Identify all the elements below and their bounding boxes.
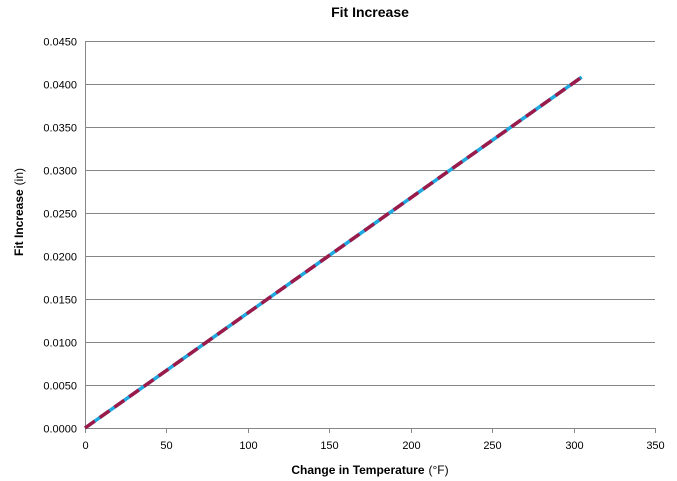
y-tick-label: 0.0100 (43, 338, 77, 350)
x-tick-label: 200 (402, 440, 420, 452)
y-axis-title: Fit Increase (in) (12, 168, 26, 256)
y-tick-label: 0.0400 (43, 80, 77, 92)
y-axis-title-main: Fit Increase (12, 189, 26, 256)
x-axis-title: Change in Temperature (°F) (291, 463, 448, 477)
gridlines (85, 41, 656, 433)
x-tick-labels: 0 50 100 150 200 250 300 350 (82, 440, 664, 452)
x-tick-label: 50 (160, 440, 172, 452)
series-lines (83, 75, 583, 430)
chart-title: Fit Increase (331, 4, 409, 20)
x-axis-title-main: Change in Temperature (291, 463, 424, 477)
x-tick-label: 300 (565, 440, 583, 452)
y-tick-label: 0.0050 (43, 381, 77, 393)
x-tick-label: 0 (82, 440, 88, 452)
y-tick-label: 0.0150 (43, 295, 77, 307)
x-tick-label: 250 (483, 440, 501, 452)
x-tick-label: 100 (239, 440, 257, 452)
y-tick-label: 0.0000 (43, 424, 77, 436)
series-line-dashed (83, 75, 583, 430)
y-axis-title-unit: (in) (12, 168, 26, 185)
y-tick-label: 0.0200 (43, 252, 77, 264)
x-tick-label: 150 (320, 440, 338, 452)
y-tick-label: 0.0450 (43, 37, 77, 49)
y-tick-label: 0.0250 (43, 209, 77, 221)
y-tick-label: 0.0350 (43, 123, 77, 135)
y-tick-labels: 0.0000 0.0050 0.0100 0.0150 0.0200 0.0250 0.03… (43, 37, 77, 436)
y-tick-label: 0.0300 (43, 166, 77, 178)
x-tick-label: 350 (646, 440, 664, 452)
x-axis-title-unit: (°F) (429, 463, 449, 477)
